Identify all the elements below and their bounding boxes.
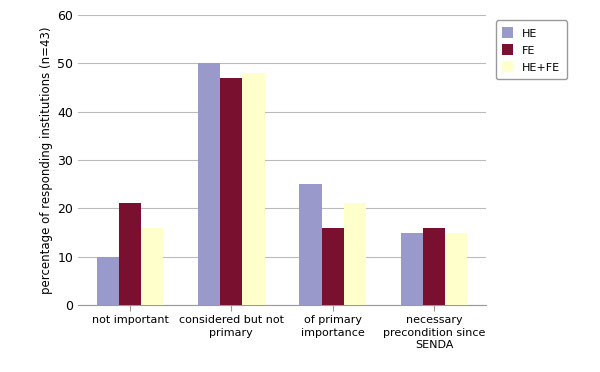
Bar	[322, 228, 344, 305]
Bar	[242, 73, 265, 305]
Bar	[119, 203, 141, 305]
Bar	[344, 203, 366, 305]
Y-axis label: percentage of responding institutions (n=43): percentage of responding institutions (n…	[40, 26, 53, 294]
Bar	[141, 228, 163, 305]
Bar	[299, 184, 322, 305]
Bar	[220, 78, 242, 305]
Bar	[401, 232, 423, 305]
Bar	[445, 232, 467, 305]
Bar	[198, 63, 220, 305]
Bar	[423, 228, 445, 305]
Legend: HE, FE, HE+FE: HE, FE, HE+FE	[496, 20, 567, 79]
Bar	[97, 257, 119, 305]
